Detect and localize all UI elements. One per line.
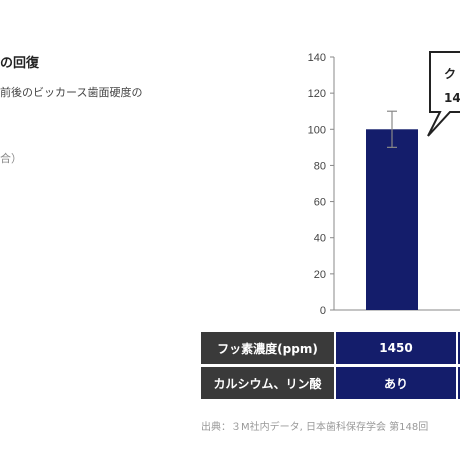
y-tick-label: 140 (308, 52, 326, 64)
table-row-value-next (458, 332, 460, 364)
chart-note-fragment: 合） (0, 152, 22, 165)
bar (366, 129, 418, 310)
y-tick-label: 100 (308, 124, 326, 136)
chart-description-fragment: 前後のビッカース歯面硬度の (0, 86, 143, 99)
y-tick-label: 0 (320, 305, 326, 317)
callout-bubble (427, 51, 460, 137)
table-row-header: フッ素濃度(ppm) (201, 332, 334, 364)
callout-box: ク 14 (427, 51, 460, 137)
y-axis: 0 20 40 60 80 100 120 140 (308, 52, 460, 317)
table-row: フッ素濃度(ppm) 1450 (201, 332, 460, 364)
table-row-header: カルシウム、リン酸 (201, 367, 334, 399)
bar-chart: 0 20 40 60 80 100 120 140 ク 14 (308, 51, 460, 317)
table-row: カルシウム、リン酸 あり (201, 367, 460, 399)
table-row-value-next (458, 367, 460, 399)
source-note: 出典：３M社内データ, 日本歯科保存学会 第148回 (201, 422, 429, 433)
callout-line-1: ク (444, 67, 456, 81)
y-tick-label: 120 (308, 88, 326, 100)
callout-line-2: 14 (444, 91, 460, 105)
table-row-value: 1450 (336, 332, 456, 364)
y-tick-label: 80 (314, 160, 326, 172)
y-tick-label: 20 (314, 269, 326, 281)
y-tick-label: 60 (314, 197, 326, 209)
y-tick-label: 40 (314, 233, 326, 245)
bars (366, 110, 418, 310)
table-row-value: あり (336, 367, 456, 399)
chart-title-fragment: の回復 (0, 56, 40, 71)
